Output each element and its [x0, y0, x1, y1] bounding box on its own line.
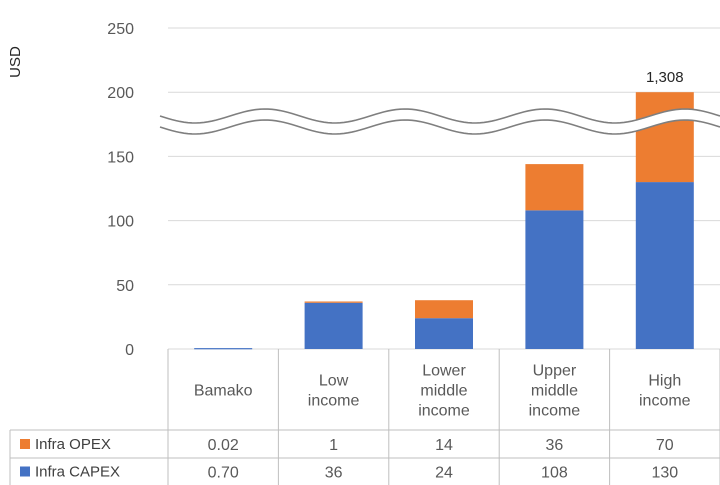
break-line-top [159, 108, 720, 124]
legend-swatch [20, 439, 30, 449]
category-label: High income [639, 373, 691, 410]
y-tick-label: 0 [125, 342, 134, 359]
bar-opex [525, 164, 584, 211]
table-cell-value: 24 [435, 465, 453, 482]
bar-capex [194, 348, 253, 350]
bar-capex [635, 182, 694, 349]
category-label: Bamako [194, 383, 253, 400]
category-label: Lower middle income [418, 363, 470, 420]
total-annotation: 1,308 [646, 69, 684, 86]
bars-layer [194, 92, 694, 350]
table-cell-value: 130 [651, 465, 678, 482]
bar-opex [415, 300, 473, 319]
y-axis-ticks: 0 50 100 150 200 250 [107, 21, 134, 359]
legend-label: Infra CAPEX [35, 464, 120, 481]
y-tick-label: 250 [107, 21, 134, 38]
bar-capex [304, 302, 363, 349]
axis-break: 1,308 [159, 69, 720, 135]
bar-capex [525, 210, 584, 349]
bar-opex [635, 92, 694, 183]
table-cell-value: 70 [656, 437, 674, 454]
table-cell-value: 1 [329, 437, 338, 454]
table-cell-value: 14 [435, 437, 453, 454]
legend-swatch [20, 466, 30, 477]
break-band [160, 109, 720, 134]
bar-opex [304, 301, 363, 303]
category-label: Upper middle income [529, 363, 581, 420]
table-cell-value: 0.02 [208, 437, 239, 454]
table-cell-value: 36 [325, 465, 343, 482]
break-line-bottom [159, 119, 720, 135]
bar-capex [415, 318, 473, 349]
y-axis-label: USD [7, 46, 24, 78]
category-label: Low income [308, 373, 360, 410]
table-cell-value: 0.70 [208, 465, 239, 482]
grid-layer [168, 27, 720, 350]
y-tick-label: 200 [107, 85, 134, 102]
y-tick-label: 100 [107, 214, 134, 231]
table-cell-value: 36 [546, 437, 564, 454]
y-tick-label: 50 [116, 278, 134, 295]
y-tick-label: 150 [107, 149, 134, 166]
data-table: Bamako Low income Lower middle income Upper mid… [9, 349, 720, 485]
table-cell-value: 108 [541, 465, 568, 482]
legend-label: Infra OPEX [35, 436, 111, 453]
